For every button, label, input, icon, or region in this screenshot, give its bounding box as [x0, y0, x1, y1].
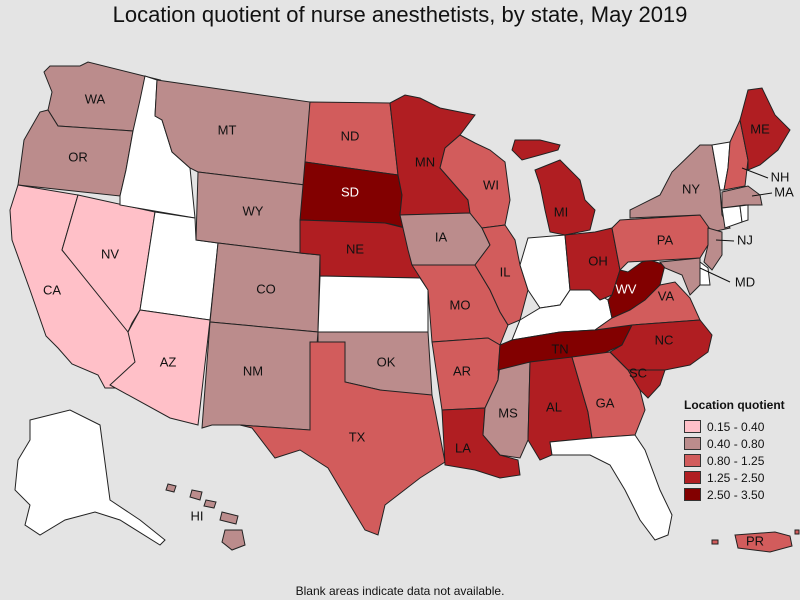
state-AK[interactable] — [14, 409, 166, 546]
label-MD: MD — [735, 274, 755, 289]
legend-label: 1.25 - 2.50 — [707, 470, 765, 485]
label-ND: ND — [341, 128, 360, 143]
state-TX[interactable] — [239, 341, 446, 536]
label-VA: VA — [658, 288, 675, 303]
state-SC[interactable] — [609, 351, 666, 399]
legend-item: 0.40 - 0.80 — [684, 435, 785, 452]
state-NC[interactable] — [609, 319, 713, 371]
legend-swatch — [684, 420, 701, 433]
label-OR: OR — [68, 149, 88, 164]
label-AR: AR — [453, 363, 471, 378]
state-MD[interactable] — [659, 257, 701, 296]
label-WI: WI — [483, 177, 499, 192]
state-AZ[interactable] — [109, 309, 211, 426]
label-AZ: AZ — [160, 354, 177, 369]
state-ME[interactable] — [739, 87, 791, 171]
label-MN: MN — [415, 154, 435, 169]
label-NJ: NJ — [737, 232, 753, 247]
label-MA: MA — [774, 184, 794, 199]
state-MI[interactable] — [511, 139, 596, 236]
label-LA: LA — [455, 440, 471, 455]
legend-swatch — [684, 488, 701, 501]
legend-item: 0.15 - 0.40 — [684, 418, 785, 435]
legend-label: 0.40 - 0.80 — [707, 436, 765, 451]
label-TX: TX — [349, 429, 366, 444]
label-SD: SD — [341, 184, 359, 199]
label-CA: CA — [43, 282, 61, 297]
legend-label: 0.80 - 1.25 — [707, 453, 765, 468]
label-PA: PA — [657, 232, 674, 247]
label-GA: GA — [596, 395, 615, 410]
label-CO: CO — [256, 281, 276, 296]
label-WA: WA — [85, 91, 106, 106]
label-HI: HI — [191, 508, 204, 523]
label-NE: NE — [346, 241, 364, 256]
label-WY: WY — [243, 203, 264, 218]
legend-item: 2.50 - 3.50 — [684, 486, 785, 503]
leader-NH — [741, 167, 769, 179]
label-OH: OH — [588, 253, 608, 268]
leader-MA — [751, 192, 773, 197]
state-labels: WA OR CA NV AZ MT WY CO NM ND SD NE OK T… — [43, 91, 794, 548]
label-MT: MT — [218, 122, 237, 137]
leader-MD — [699, 267, 731, 283]
label-ME: ME — [750, 121, 770, 136]
legend: Location quotient 0.15 - 0.40 0.40 - 0.8… — [684, 398, 785, 503]
label-IL: IL — [500, 264, 511, 279]
label-IA: IA — [435, 229, 448, 244]
label-NV: NV — [101, 246, 119, 261]
footnote: Blank areas indicate data not available. — [295, 584, 505, 598]
label-WV: WV — [616, 281, 637, 296]
label-PR: PR — [746, 533, 764, 548]
state-TN[interactable] — [497, 324, 633, 371]
state-CT[interactable] — [721, 205, 743, 229]
label-MS: MS — [498, 405, 518, 420]
state-RI[interactable] — [739, 204, 749, 223]
state-NJ[interactable] — [703, 227, 723, 271]
label-MI: MI — [554, 204, 568, 219]
legend-swatch — [684, 471, 701, 484]
label-NM: NM — [243, 363, 263, 378]
state-FL[interactable] — [549, 434, 673, 541]
map-title: Location quotient of nurse anesthetists,… — [112, 2, 688, 27]
state-KS[interactable] — [317, 275, 429, 333]
label-TN: TN — [551, 341, 568, 356]
state-HI[interactable] — [165, 483, 246, 551]
label-NH: NH — [771, 169, 790, 184]
label-SC: SC — [629, 365, 647, 380]
legend-item: 0.80 - 1.25 — [684, 452, 785, 469]
label-NY: NY — [682, 181, 700, 196]
legend-swatch — [684, 437, 701, 450]
legend-item: 1.25 - 2.50 — [684, 469, 785, 486]
label-OK: OK — [377, 354, 396, 369]
label-MO: MO — [450, 297, 471, 312]
state-NY[interactable] — [629, 144, 731, 233]
legend-title: Location quotient — [684, 398, 785, 412]
leader-NJ — [715, 239, 735, 242]
state-PR[interactable] — [711, 529, 800, 553]
state-IN[interactable] — [519, 234, 571, 309]
state-WV[interactable] — [607, 259, 666, 319]
legend-label: 0.15 - 0.40 — [707, 419, 765, 434]
legend-label: 2.50 - 3.50 — [707, 487, 765, 502]
label-AL: AL — [546, 399, 562, 414]
legend-swatch — [684, 454, 701, 467]
state-IL[interactable] — [474, 224, 529, 326]
label-NC: NC — [655, 332, 674, 347]
